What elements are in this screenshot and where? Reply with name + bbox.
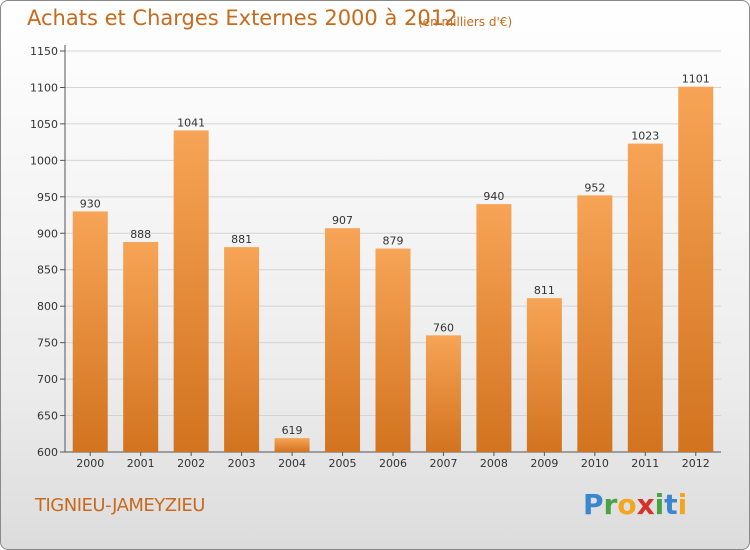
proxiti-logo[interactable]: Proxiti [583, 488, 687, 521]
y-tick-label: 600 [37, 446, 58, 459]
bar-value-label: 1101 [682, 73, 710, 86]
bar [325, 228, 361, 452]
logo-letter: P [583, 488, 604, 521]
bar [375, 248, 411, 452]
x-tick-label: 2001 [127, 457, 155, 470]
y-tick-label: 850 [37, 264, 58, 277]
bar-value-label: 760 [433, 321, 454, 334]
bar [224, 247, 260, 452]
x-tick-label: 2008 [480, 457, 508, 470]
bar [476, 204, 512, 452]
logo-letter: t [664, 488, 678, 521]
x-tick-label: 2007 [429, 457, 457, 470]
bar [274, 438, 310, 452]
y-tick-label: 750 [37, 337, 58, 350]
x-tick-label: 2005 [329, 457, 357, 470]
bar [425, 335, 461, 452]
x-tick-label: 2011 [631, 457, 659, 470]
x-tick-label: 2000 [76, 457, 104, 470]
x-tick-label: 2004 [278, 457, 306, 470]
y-tick-label: 650 [37, 410, 58, 423]
logo-letter: o [617, 488, 637, 521]
x-tick-label: 2002 [177, 457, 205, 470]
chart-title: Achats et Charges Externes 2000 à 2012 [27, 6, 458, 30]
bar [72, 211, 108, 452]
bar-value-label: 888 [130, 228, 151, 241]
bar-value-label: 881 [231, 233, 252, 246]
y-tick-label: 950 [37, 191, 58, 204]
y-tick-label: 700 [37, 373, 58, 386]
x-tick-label: 2006 [379, 457, 407, 470]
bar-value-label: 952 [584, 181, 605, 194]
x-tick-label: 2009 [530, 457, 558, 470]
logo-letter: i [654, 488, 665, 521]
logo-letter: x [636, 488, 655, 521]
bar-value-label: 619 [282, 424, 303, 437]
y-tick-label: 1000 [30, 154, 58, 167]
x-tick-label: 2010 [581, 457, 609, 470]
y-tick-label: 1150 [30, 45, 58, 58]
y-tick-label: 1050 [30, 118, 58, 131]
logo-letter: i [677, 488, 688, 521]
chart-unit: (en milliers d'€) [418, 15, 513, 29]
y-tick-label: 1100 [30, 81, 58, 94]
logo-letter: r [603, 488, 618, 521]
y-tick-label: 800 [37, 300, 58, 313]
bar [627, 143, 663, 452]
bar-value-label: 811 [534, 284, 555, 297]
bar-value-label: 1041 [177, 116, 205, 129]
x-tick-label: 2012 [682, 457, 710, 470]
bar [526, 298, 562, 452]
y-tick-label: 900 [37, 227, 58, 240]
bar-value-label: 907 [332, 214, 353, 227]
bar [123, 242, 159, 452]
bar-value-label: 940 [483, 190, 504, 203]
bar-value-label: 879 [383, 235, 404, 248]
x-tick-label: 2003 [228, 457, 256, 470]
bar [173, 130, 209, 453]
bar-value-label: 1023 [631, 130, 659, 143]
bar [678, 86, 714, 452]
bar-value-label: 930 [80, 197, 101, 210]
town-name: TIGNIEU-JAMEYZIEU [35, 495, 205, 516]
bar [577, 195, 613, 453]
